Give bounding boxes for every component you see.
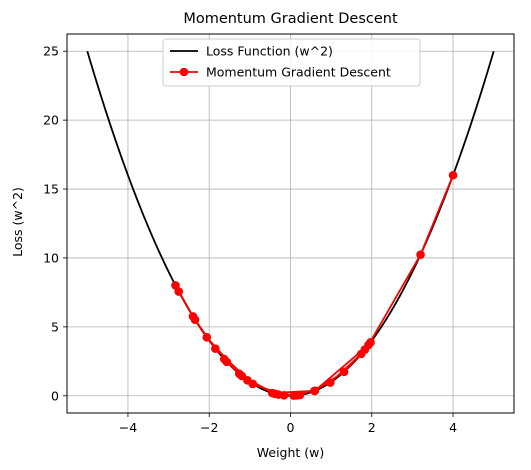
x-tick-label: 4 [449,420,457,435]
legend: Loss Function (w^2) Momentum Gradient De… [162,38,421,87]
x-tick-label: −2 [200,420,218,435]
momentum-point [289,391,299,400]
momentum-point [366,338,375,347]
chart-title: Momentum Gradient Descent [183,11,398,27]
momentum-point [326,378,335,387]
momentum-point [171,281,180,290]
y-tick-label: 0 [51,388,59,403]
momentum-point [339,367,349,377]
legend-label-loss: Loss Function (w^2) [206,44,333,59]
legend-label-momentum: Momentum Gradient Descent [206,65,391,80]
legend-marker-momentum [179,67,189,77]
momentum-point [222,357,231,367]
y-tick-label: 10 [43,250,59,265]
y-tick-label: 25 [43,44,59,59]
y-axis-label: Loss (w^2) [10,187,25,257]
plot-area [86,50,495,400]
momentum-point [279,391,289,400]
momentum-point [360,345,370,354]
momentum-point [211,344,220,353]
x-axis-label: Weight (w) [257,445,325,460]
momentum-point [248,379,258,389]
y-tick-label: 5 [51,319,59,334]
momentum-point [416,250,425,259]
y-tick-label: 15 [43,182,59,197]
axis-ticks: −4 −2 0 2 4 0 5 10 15 20 25 [43,44,457,435]
momentum-point [310,386,319,396]
momentum-point [237,371,247,381]
x-tick-label: 0 [287,420,295,435]
momentum-point [448,170,458,180]
x-tick-label: 2 [368,420,376,435]
momentum-point [270,389,280,399]
x-tick-label: −4 [119,420,137,435]
momentum-point [202,333,212,342]
legend-box [162,38,421,87]
y-tick-label: 20 [43,113,59,128]
momentum-point [188,312,198,321]
